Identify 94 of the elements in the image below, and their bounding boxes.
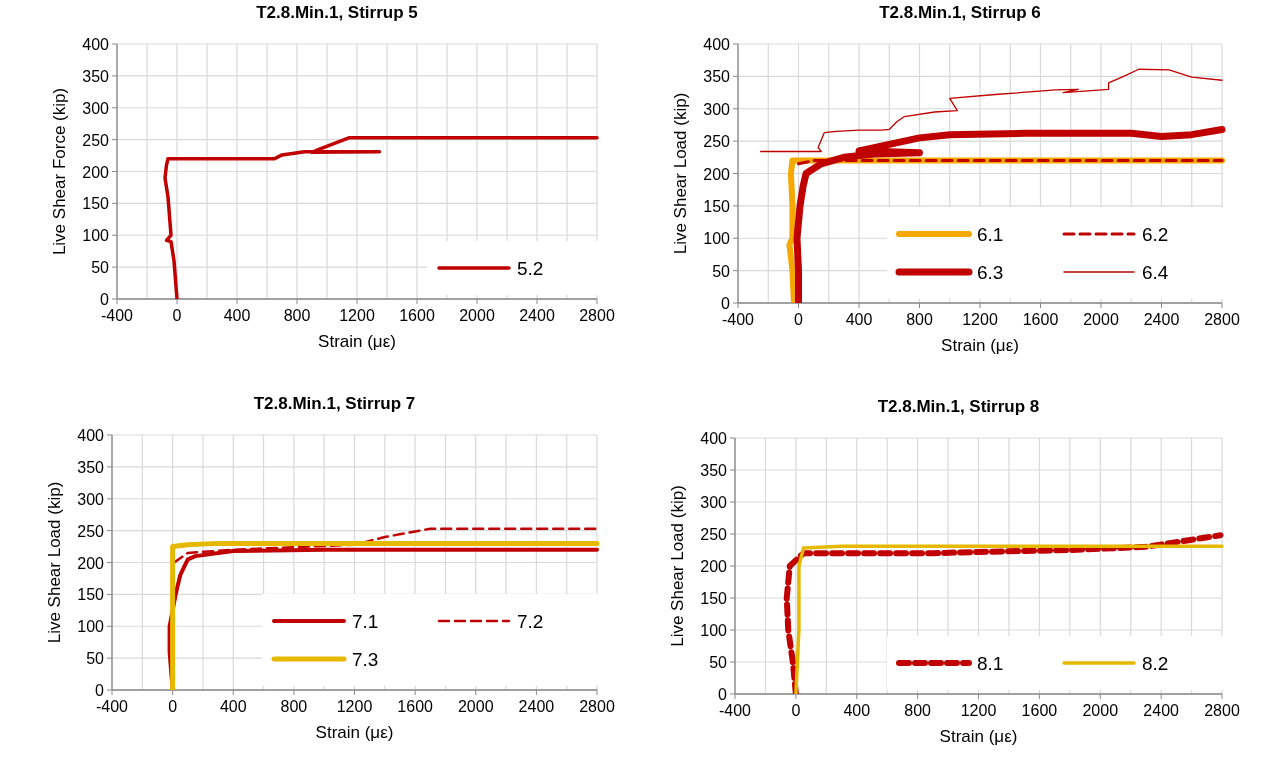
y-tick-label: 200 bbox=[703, 165, 731, 183]
y-tick-label: 300 bbox=[77, 490, 105, 508]
y-axis-title: Live Shear Load (kip) bbox=[45, 481, 64, 644]
x-tick-label: 2800 bbox=[579, 307, 615, 324]
chart-title: T2.8.Min.1, Stirrup 8 bbox=[877, 397, 1040, 416]
x-tick-label: 2800 bbox=[1204, 311, 1240, 328]
x-tick-label: 0 bbox=[794, 311, 804, 328]
x-tick-label: 2000 bbox=[1082, 702, 1119, 719]
legend-label: 8.1 bbox=[977, 653, 1004, 674]
y-axis-title: Live Shear Load (kip) bbox=[671, 92, 690, 255]
y-tick-label: 400 bbox=[82, 36, 110, 53]
x-tick-label: 1200 bbox=[960, 702, 997, 719]
x-tick-label: 800 bbox=[280, 698, 308, 715]
x-axis-title: Strain (με) bbox=[318, 332, 396, 351]
y-tick-label: 400 bbox=[703, 36, 731, 53]
x-tick-label: -400 bbox=[721, 311, 755, 328]
y-tick-label: 300 bbox=[700, 494, 728, 511]
y-tick-label: 0 bbox=[95, 682, 105, 699]
y-tick-label: 150 bbox=[82, 195, 110, 213]
y-tick-label: 350 bbox=[77, 458, 105, 476]
x-axis-title: Strain (με) bbox=[941, 336, 1019, 355]
x-tick-label: 400 bbox=[223, 307, 251, 324]
x-tick-label: -400 bbox=[718, 702, 752, 719]
x-tick-label: 1200 bbox=[339, 307, 375, 324]
legend-label: 7.3 bbox=[352, 649, 379, 670]
y-tick-label: 350 bbox=[82, 67, 110, 85]
x-tick-label: 400 bbox=[843, 702, 871, 719]
y-tick-label: 50 bbox=[91, 259, 110, 277]
legend-label: 6.2 bbox=[1142, 224, 1169, 245]
y-tick-label: 150 bbox=[700, 590, 728, 607]
x-tick-label: 2000 bbox=[1083, 311, 1119, 328]
legend-label: 7.1 bbox=[352, 611, 379, 632]
y-axis-title: Live Shear Load (kip) bbox=[668, 485, 687, 647]
x-tick-label: 400 bbox=[845, 311, 873, 328]
x-tick-label: -400 bbox=[95, 698, 129, 715]
x-tick-label: 0 bbox=[168, 698, 178, 715]
y-tick-label: 200 bbox=[82, 163, 110, 181]
y-tick-label: 200 bbox=[700, 558, 728, 575]
x-tick-label: 2400 bbox=[518, 698, 555, 715]
y-axis-title: Live Shear Force (kip) bbox=[50, 87, 69, 256]
y-tick-label: 50 bbox=[86, 650, 105, 668]
y-tick-label: 50 bbox=[712, 262, 731, 280]
y-tick-label: 100 bbox=[700, 622, 728, 639]
y-tick-label: 100 bbox=[703, 230, 731, 248]
y-tick-label: 150 bbox=[77, 586, 105, 604]
y-tick-label: 300 bbox=[82, 99, 110, 117]
chart-title: T2.8.Min.1, Stirrup 6 bbox=[879, 3, 1041, 22]
y-tick-label: 150 bbox=[703, 197, 731, 215]
y-tick-label: 200 bbox=[77, 554, 105, 572]
x-tick-label: 1600 bbox=[1021, 702, 1058, 719]
legend-label: 5.2 bbox=[517, 258, 544, 279]
y-tick-label: 250 bbox=[703, 133, 731, 151]
y-tick-label: 400 bbox=[77, 427, 105, 444]
x-tick-label: 0 bbox=[172, 307, 182, 324]
x-tick-label: 800 bbox=[283, 307, 311, 324]
y-tick-label: 400 bbox=[700, 430, 728, 447]
x-tick-label: 400 bbox=[219, 698, 247, 715]
x-axis-title: Strain (με) bbox=[315, 723, 394, 742]
y-tick-label: 250 bbox=[82, 131, 110, 149]
y-tick-label: 350 bbox=[703, 68, 731, 86]
x-tick-label: 2000 bbox=[457, 698, 494, 715]
y-tick-label: 0 bbox=[721, 295, 731, 312]
x-tick-label: 1600 bbox=[399, 307, 435, 324]
legend-label: 7.2 bbox=[517, 611, 544, 632]
x-tick-label: 1600 bbox=[397, 698, 434, 715]
x-axis-title: Strain (με) bbox=[939, 727, 1018, 746]
y-tick-label: 250 bbox=[700, 526, 728, 543]
x-tick-label: 2400 bbox=[519, 307, 555, 324]
x-tick-label: 800 bbox=[904, 702, 932, 719]
y-tick-label: 100 bbox=[77, 618, 105, 636]
y-tick-label: 0 bbox=[100, 291, 110, 308]
legend-label: 6.1 bbox=[977, 224, 1004, 245]
y-tick-label: 0 bbox=[718, 686, 728, 703]
x-tick-label: 1200 bbox=[336, 698, 373, 715]
y-tick-label: 250 bbox=[77, 522, 105, 540]
y-tick-label: 50 bbox=[709, 654, 728, 671]
x-tick-label: 2000 bbox=[459, 307, 495, 324]
legend-label: 6.4 bbox=[1142, 262, 1169, 283]
x-tick-label: 2800 bbox=[1204, 702, 1240, 719]
x-tick-label: 2400 bbox=[1143, 702, 1180, 719]
x-tick-label: 1200 bbox=[962, 311, 998, 328]
x-tick-label: 2400 bbox=[1143, 311, 1180, 328]
x-tick-label: -400 bbox=[100, 307, 134, 324]
x-tick-label: 800 bbox=[906, 311, 933, 328]
y-tick-label: 350 bbox=[700, 462, 728, 479]
chart-title: T2.8.Min.1, Stirrup 7 bbox=[253, 394, 416, 413]
y-tick-label: 300 bbox=[703, 100, 731, 118]
legend-label: 6.3 bbox=[977, 262, 1004, 283]
legend-label: 8.2 bbox=[1142, 653, 1169, 674]
x-tick-label: 2800 bbox=[579, 698, 615, 715]
chart-title: T2.8.Min.1, Stirrup 5 bbox=[256, 3, 418, 22]
y-tick-label: 100 bbox=[82, 227, 110, 245]
x-tick-label: 0 bbox=[791, 702, 801, 719]
x-tick-label: 1600 bbox=[1022, 311, 1059, 328]
